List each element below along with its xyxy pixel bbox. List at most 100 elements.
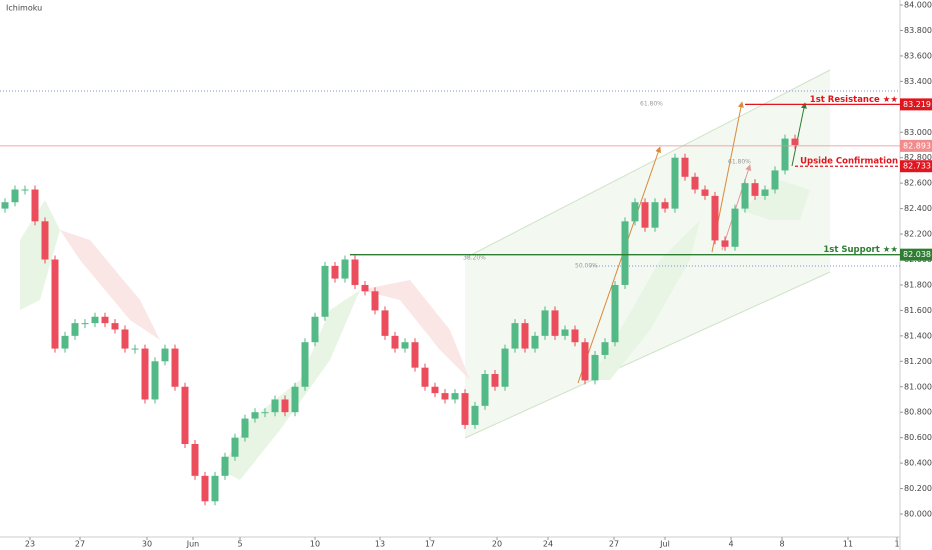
price-marker <box>900 139 932 152</box>
candle-body <box>721 240 729 247</box>
candle-body <box>741 183 749 209</box>
candle-body <box>631 202 639 222</box>
y-tick-label: 83.000 <box>904 128 932 137</box>
candle-body <box>111 323 119 330</box>
candle-body <box>391 335 399 349</box>
y-tick-label: 83.600 <box>904 51 932 60</box>
y-tick-label: 80.000 <box>904 510 932 519</box>
channel-upper <box>464 69 831 259</box>
x-tick-label: 8 <box>779 540 784 549</box>
candle-body <box>251 412 259 419</box>
candle-body <box>371 291 379 311</box>
candle-body <box>141 348 149 400</box>
candle-body <box>411 342 419 368</box>
candle-body <box>441 393 449 400</box>
cloud <box>360 280 470 380</box>
candle-body <box>131 348 139 350</box>
candle-body <box>431 386 439 394</box>
candle-body <box>171 348 179 387</box>
candle-body <box>511 323 519 349</box>
candle-body <box>751 183 759 196</box>
candle-body <box>761 189 769 196</box>
candle-body <box>1 202 9 209</box>
y-tick-label: 80.400 <box>904 459 932 468</box>
candle-body <box>331 265 339 279</box>
y-tick-label: 82.800 <box>904 153 932 162</box>
candle-body <box>221 456 229 476</box>
cloud <box>220 290 360 480</box>
price-marker <box>900 98 932 111</box>
x-tick-label: 10 <box>310 540 320 549</box>
price-marker-label: 82.893 <box>903 141 931 150</box>
cloud <box>20 200 60 310</box>
indicator-name: Ichimoku <box>6 4 42 13</box>
candle-body <box>381 310 389 336</box>
candle-body <box>51 259 59 349</box>
candle-body <box>191 444 199 476</box>
x-tick-label: 5 <box>237 540 242 549</box>
candle-body <box>601 342 609 355</box>
x-tick-label: 1 <box>894 540 899 549</box>
candle-body <box>291 386 299 413</box>
candle-body <box>491 374 499 387</box>
y-tick-label: 83.800 <box>904 26 932 35</box>
y-tick-label: 81.000 <box>904 382 932 391</box>
fib-label: 61.80% <box>728 159 751 166</box>
y-tick-label: 82.400 <box>904 204 932 213</box>
candle-body <box>341 259 349 279</box>
channel-lower <box>464 271 831 439</box>
candle-body <box>91 316 99 324</box>
candle-body <box>361 284 369 292</box>
candle-body <box>301 342 309 387</box>
x-tick-label: Jul <box>659 540 670 549</box>
candle-body <box>121 329 129 349</box>
price-marker-label: 82.038 <box>903 250 931 259</box>
x-tick-label: 23 <box>25 540 35 549</box>
candle-body <box>671 157 679 209</box>
y-tick-label: 81.400 <box>904 331 932 340</box>
level-label: 1st Resistance ★★ <box>810 95 899 105</box>
candle-body <box>551 310 559 336</box>
candle-body <box>691 176 699 190</box>
arrow <box>577 146 662 384</box>
candle-body <box>641 202 649 228</box>
candle-body <box>781 138 789 171</box>
candle-body <box>471 405 479 425</box>
candle-body <box>31 189 39 222</box>
candle-body <box>451 393 459 400</box>
candle-body <box>181 386 189 445</box>
y-tick-label: 81.200 <box>904 357 932 366</box>
x-tick-label: 24 <box>543 540 553 549</box>
candle-body <box>591 354 599 381</box>
y-tick-label: 80.800 <box>904 408 932 417</box>
candle-body <box>621 221 629 285</box>
candle-body <box>421 367 429 387</box>
candle-body <box>481 374 489 406</box>
channel-fill <box>465 70 830 438</box>
candle-body <box>281 399 289 413</box>
candle-body <box>461 393 469 425</box>
candle-body <box>311 316 319 343</box>
fib-label: 38.20% <box>463 255 486 262</box>
candle-body <box>711 195 719 241</box>
candle-body <box>581 342 589 381</box>
candle-body <box>161 348 169 362</box>
x-tick-label: 11 <box>843 540 853 549</box>
candle-body <box>501 348 509 387</box>
y-tick-label: 81.800 <box>904 280 932 289</box>
candle-body <box>201 475 209 502</box>
candle-body <box>561 329 569 336</box>
candle-body <box>101 316 109 324</box>
y-tick-label: 84.000 <box>904 1 932 10</box>
candle-body <box>211 475 219 502</box>
candle-body <box>71 323 79 336</box>
x-tick-label: 20 <box>492 540 502 549</box>
x-tick-label: 30 <box>142 540 152 549</box>
x-tick-label: 27 <box>75 540 85 549</box>
price-marker <box>900 160 932 173</box>
candle-body <box>651 202 659 228</box>
candle-body <box>151 361 159 400</box>
candle-body <box>231 437 239 457</box>
candle-body <box>261 412 269 414</box>
